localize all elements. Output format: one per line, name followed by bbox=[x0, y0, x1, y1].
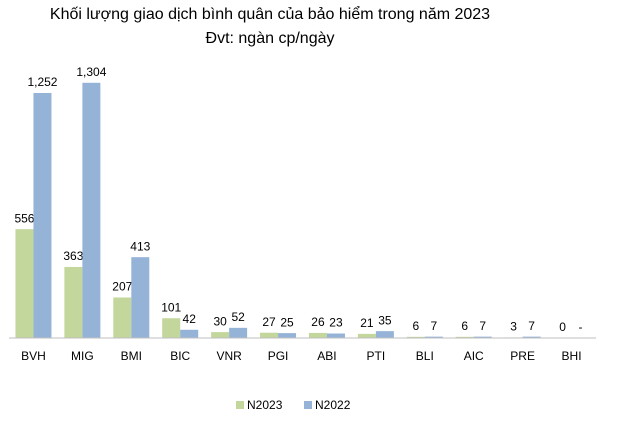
value-label: 1,252 bbox=[27, 75, 57, 89]
x-tick-label: PRE bbox=[510, 349, 535, 363]
x-tick-label: ABI bbox=[317, 349, 336, 363]
bar bbox=[260, 332, 279, 338]
bar bbox=[131, 257, 150, 338]
value-label: 25 bbox=[280, 315, 294, 329]
bar bbox=[82, 82, 101, 338]
value-label: 52 bbox=[231, 310, 245, 324]
value-label: 35 bbox=[378, 313, 392, 327]
value-label: 6 bbox=[412, 319, 419, 333]
value-label: 207 bbox=[112, 280, 132, 294]
value-label: 6 bbox=[461, 319, 468, 333]
x-tick-label: AIC bbox=[464, 349, 484, 363]
value-label: 3 bbox=[510, 320, 517, 334]
value-label: 1,304 bbox=[76, 65, 106, 79]
bar bbox=[180, 329, 199, 338]
x-tick-label: BHI bbox=[562, 349, 582, 363]
x-tick-label: BMI bbox=[121, 349, 142, 363]
bar bbox=[473, 336, 492, 338]
x-tick-label: BVH bbox=[21, 349, 46, 363]
value-label: 27 bbox=[262, 315, 276, 329]
bar bbox=[326, 333, 345, 338]
legend-marker bbox=[236, 401, 244, 409]
value-label: 7 bbox=[479, 319, 486, 333]
x-tick-label: VNR bbox=[216, 349, 242, 363]
bar bbox=[113, 297, 132, 338]
value-label: 42 bbox=[183, 312, 197, 326]
chart-subtitle: Đvt: ngàn cp/ngày bbox=[206, 30, 335, 47]
chart-title: Khối lượng giao dịch bình quân của bảo h… bbox=[50, 5, 490, 23]
value-label: 101 bbox=[161, 300, 181, 314]
bar bbox=[229, 327, 248, 338]
legend-label: N2023 bbox=[247, 398, 283, 412]
bar bbox=[455, 336, 474, 338]
x-tick-label: BLI bbox=[416, 349, 434, 363]
x-tick-label: PGI bbox=[268, 349, 289, 363]
bar bbox=[308, 332, 327, 338]
bar bbox=[211, 332, 230, 338]
bar bbox=[33, 92, 52, 338]
x-tick-label: PTI bbox=[367, 349, 386, 363]
value-label: 7 bbox=[528, 319, 535, 333]
value-label: - bbox=[579, 320, 583, 334]
bar bbox=[357, 333, 376, 338]
x-tick-label: MIG bbox=[71, 349, 94, 363]
legend-label: N2022 bbox=[315, 398, 351, 412]
x-tick-label: BIC bbox=[170, 349, 190, 363]
bar bbox=[64, 266, 83, 338]
value-label: 21 bbox=[360, 316, 374, 330]
legend-marker bbox=[304, 401, 312, 409]
bar bbox=[162, 318, 181, 338]
bar bbox=[375, 331, 394, 338]
bar bbox=[278, 333, 297, 338]
value-label: 7 bbox=[430, 319, 437, 333]
value-label: 363 bbox=[63, 249, 83, 263]
bar bbox=[406, 336, 425, 338]
value-label: 556 bbox=[14, 211, 34, 225]
bar bbox=[424, 336, 443, 338]
value-label: 0 bbox=[559, 320, 566, 334]
value-label: 30 bbox=[213, 314, 227, 328]
value-label: 26 bbox=[311, 315, 325, 329]
value-label: 23 bbox=[329, 316, 343, 330]
bar bbox=[15, 229, 34, 338]
value-label: 413 bbox=[130, 239, 150, 253]
bar bbox=[522, 336, 541, 338]
